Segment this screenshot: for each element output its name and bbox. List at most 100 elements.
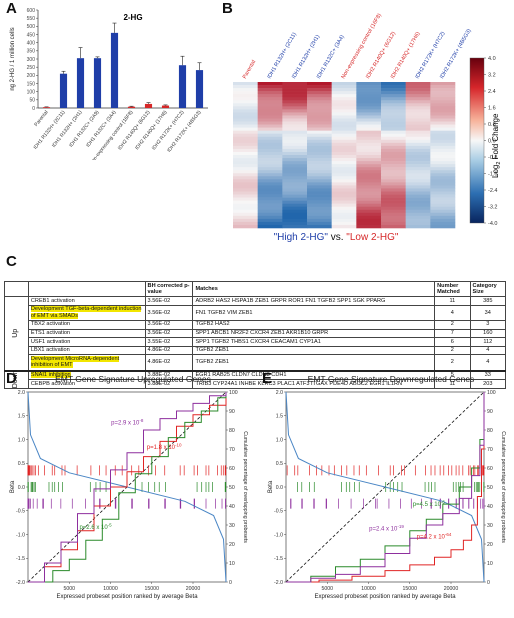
heatmap-cell [381,94,406,98]
heatmap-cell [257,88,283,92]
heatmap-cell [307,221,332,226]
heatmap-cell [282,203,308,208]
heatmap-cell [331,188,357,192]
heatmap-cell [331,209,357,214]
heatmap-cell [405,121,431,125]
heatmap-cell [405,100,431,104]
heatmap-cell [233,115,258,119]
heatmap-cell [257,115,283,119]
heatmap-cell [381,176,406,180]
table-header-cell [4,280,29,298]
heatmap-cell [381,139,406,144]
heatmap-cell [282,191,308,195]
y-tick-label: -2.0 [274,580,283,586]
cumulative-line [28,392,227,583]
y-tick-label: 1.0 [276,437,283,443]
heatmap-cell [381,145,406,150]
heatmap-cell [257,109,283,113]
y2-tick-label: 60 [229,466,235,472]
heatmap-cell [430,197,456,201]
p-value: 3.55E-02 [144,337,194,347]
heatmap-cell [356,188,382,192]
heatmap-cell [405,158,431,162]
y-tick-label: 150 [27,81,36,87]
heatmap-cell [331,155,357,159]
heatmap-cell [331,124,357,128]
heatmap-cell [430,221,456,226]
heatmap-cell [356,167,382,171]
heatmap-cell [356,224,382,229]
heatmap-cell [356,148,382,153]
heatmap-cell [233,106,258,110]
heatmap-cell [356,158,382,162]
heatmap-cell [282,224,308,229]
x-tick-label: 15000 [145,586,160,592]
heatmap-cell [331,173,357,177]
heatmap-cell [307,179,332,183]
heatmap-cell [282,85,308,89]
heatmap-cell [356,173,382,177]
heatmap-cell [430,173,456,177]
y2-tick-label: 50 [229,485,235,491]
heatmap-cell [356,209,382,214]
heatmap-cell [405,215,431,220]
y-tick-label: -1.5 [16,556,25,562]
heatmap-cell [405,142,431,147]
heatmap-cell [430,106,456,110]
matches: TGFB2 ZEB1 [192,354,436,372]
heatmap-cell [233,179,258,183]
heatmap-cell [430,215,456,220]
heatmap-cell [307,121,332,125]
chart-title: EMT Gene Signature Downregulated Genes [308,374,475,384]
heatmap-cell [405,85,431,89]
y-tick-label: 50 [29,98,35,104]
heatmap-cell [233,170,258,174]
heatmap-cell [307,88,332,92]
heatmap-cell [356,197,382,201]
y2-tick-label: 40 [487,504,493,510]
heatmap-cell [356,82,382,86]
pathway-term: CREB1 activation [27,296,146,306]
table-row: Development TGF-beta-dependent induction… [5,304,507,321]
heatmap-cell [381,212,406,217]
p-value-annotation: p=1.8 x 10-10 [147,443,182,452]
heatmap-cell [307,112,332,116]
heatmap-cell [381,106,406,110]
heatmap-cell [233,121,258,125]
heatmap-cell [307,136,332,141]
heatmap-cell [233,118,258,122]
pathway-term: USF1 activation [27,337,146,347]
heatmap-cell [233,100,258,104]
y2-tick-label: 60 [487,466,493,472]
heatmap-cell [405,188,431,192]
y2-tick-label: 10 [487,561,493,567]
heatmap-cell [257,173,283,177]
heatmap-cell [381,188,406,192]
heatmap-cell [331,182,357,186]
heatmap-cell [282,145,308,150]
heatmap-cell [356,133,382,138]
heatmap-cell [233,194,258,198]
y-axis-label: Beta [10,480,16,493]
heatmap-cell [233,94,258,98]
heatmap-cell [282,103,308,107]
heatmap-cell [257,215,283,220]
heatmap-cell [233,97,258,101]
heatmap-cell [430,97,456,101]
heatmap-cell [282,112,308,116]
heatmap-cell [257,176,283,180]
number-matched: 7 [434,328,471,339]
heatmap-cell [282,185,308,189]
heatmap-cell [282,200,308,204]
heatmap-cell [405,130,431,135]
heatmap-cell [381,167,406,171]
y2-tick-label: 40 [229,504,235,510]
y-tick-label: -2.0 [16,580,25,586]
heatmap-cell [307,142,332,147]
heatmap-cell [405,209,431,214]
heatmap-cell [331,142,357,147]
heatmap-cell [307,127,332,131]
number-matched: 11 [434,296,471,306]
heatmap-cell [233,209,258,214]
heatmap-cell [405,115,431,119]
